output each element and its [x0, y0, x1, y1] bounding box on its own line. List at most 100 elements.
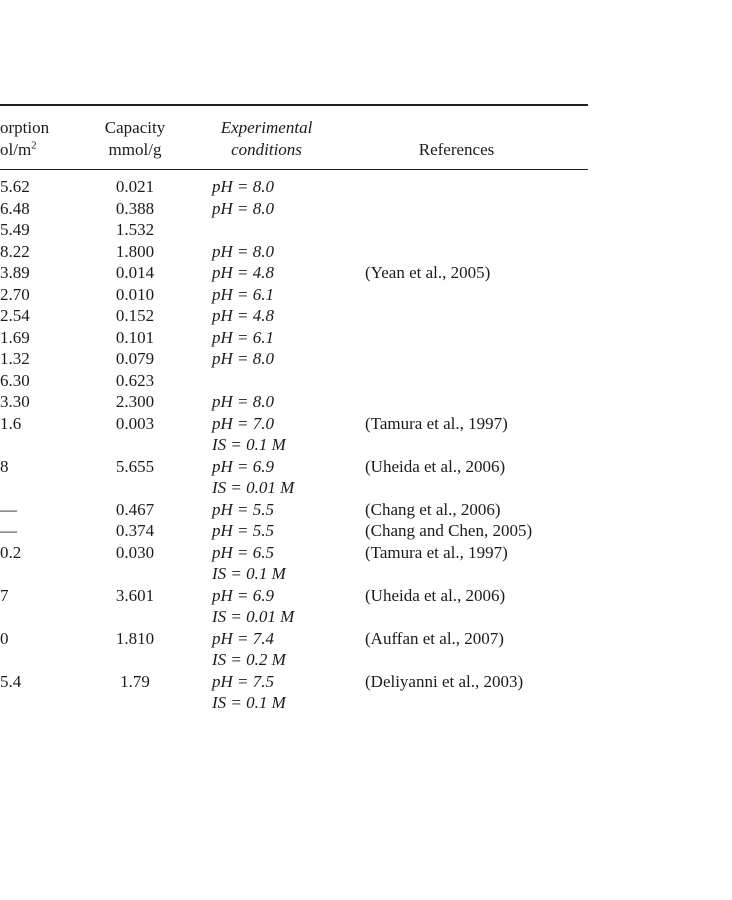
condition-line: pH = 6.1 — [212, 327, 274, 347]
table-row: 1.32 0.079 pH = 8.0 — [0, 348, 588, 370]
adsorption-value: 1.6 — [0, 413, 22, 433]
adsorption-value: 1.69 — [0, 327, 30, 347]
adsorption-value: 5.62 — [0, 177, 30, 196]
reference-value: (Tamura et al., 1997) — [365, 542, 508, 562]
table-header-row: orption ol/m2 Capacity mmol/g Experiment… — [0, 104, 588, 170]
condition-line: pH = 4.8 — [212, 306, 274, 325]
condition-line: pH = 6.9 — [212, 456, 274, 476]
header-adsorption-line1: orption — [0, 118, 50, 137]
condition-line: pH = 7.5 — [212, 671, 274, 691]
table-row: 5.62 0.021 pH = 8.0 — [0, 176, 588, 198]
adsorption-value: 0.2 — [0, 542, 22, 562]
table-body: 5.62 0.021 pH = 8.0 6.48 0.388 pH = 8.0 … — [0, 170, 588, 722]
adsorption-value: 8 — [0, 456, 9, 476]
reference-value: (Uheida et al., 2006) — [365, 585, 506, 605]
condition-line: pH = 8.0 — [212, 198, 274, 218]
adsorption-value: 2.54 — [0, 306, 30, 325]
capacity-value: 0.010 — [115, 284, 155, 304]
adsorption-value: 6.30 — [0, 370, 30, 390]
conditions-value: pH = 6.1 — [208, 284, 325, 306]
table-row: 5.49 1.532 — [0, 219, 588, 241]
reference-value — [325, 219, 588, 241]
conditions-value — [208, 370, 325, 392]
capacity-value: 0.467 — [115, 499, 155, 519]
table-row: 6.30 0.623 — [0, 370, 588, 392]
condition-line: pH = 6.5 — [212, 542, 274, 562]
conditions-value: pH = 8.0 — [208, 348, 325, 370]
table-row: 5.4 1.79 pH = 7.5 IS = 0.1 M (Deliyanni e… — [0, 671, 588, 714]
reference-value — [325, 176, 588, 198]
header-conditions-column: Experimental conditions — [208, 117, 325, 161]
capacity-value: 2.300 — [115, 392, 155, 411]
condition-line: pH = 7.0 — [212, 413, 274, 433]
reference-value — [325, 327, 588, 349]
capacity-value: 0.021 — [115, 177, 155, 196]
condition-line: pH = 8.0 — [212, 392, 274, 411]
table-row: 7 3.601 pH = 6.9 IS = 0.01 M (Uheida et a… — [0, 585, 588, 628]
condition-line: pH = 6.9 — [212, 585, 274, 605]
reference-value: (Auffan et al., 2007) — [365, 628, 504, 648]
conditions-value: pH = 6.5 IS = 0.1 M — [208, 542, 325, 585]
table-row: 8 5.655 pH = 6.9 IS = 0.01 M (Uheida et a… — [0, 456, 588, 499]
adsorption-value: 1.32 — [0, 349, 30, 368]
capacity-value: 5.655 — [115, 456, 155, 476]
header-conditions-line1: Experimental — [220, 118, 313, 137]
conditions-value: pH = 5.5 — [208, 520, 325, 542]
reference-value: (Deliyanni et al., 2003) — [365, 671, 524, 691]
conditions-value: pH = 6.9 IS = 0.01 M — [208, 585, 325, 628]
conditions-value: pH = 5.5 — [208, 499, 325, 521]
reference-value — [325, 241, 588, 263]
adsorption-value: — — [0, 499, 17, 519]
conditions-value: pH = 7.4 IS = 0.2 M — [208, 628, 325, 671]
adsorption-value: — — [0, 521, 17, 540]
condition-line: IS = 0.1 M — [212, 693, 286, 712]
header-adsorption-superscript: 2 — [31, 139, 37, 152]
condition-line: pH = 5.5 — [212, 499, 274, 519]
condition-line: pH = 4.8 — [212, 263, 274, 282]
capacity-value: 0.079 — [115, 349, 155, 368]
reference-value: (Chang and Chen, 2005) — [365, 521, 533, 540]
header-references-column: References — [418, 140, 495, 159]
adsorption-value: 3.30 — [0, 392, 30, 411]
reference-value — [325, 348, 588, 370]
conditions-value: pH = 8.0 — [208, 198, 325, 220]
header-adsorption-column: orption ol/m2 — [0, 117, 62, 161]
adsorption-value: 8.22 — [0, 241, 30, 261]
conditions-value: pH = 4.8 — [208, 305, 325, 327]
conditions-value: pH = 6.9 IS = 0.01 M — [208, 456, 325, 499]
conditions-value: pH = 4.8 — [208, 262, 325, 284]
adsorption-value: 5.4 — [0, 671, 22, 691]
table-row: 0.2 0.030 pH = 6.5 IS = 0.1 M (Tamura et … — [0, 542, 588, 585]
header-adsorption-line2: ol/m2 — [0, 139, 62, 161]
condition-line: pH = 7.4 — [212, 628, 274, 648]
header-capacity-column: Capacity mmol/g — [62, 117, 208, 161]
adsorption-value: 2.70 — [0, 284, 30, 304]
condition-line: pH = 8.0 — [212, 349, 274, 368]
capacity-value: 1.810 — [115, 628, 155, 648]
reference-value: (Yean et al., 2005) — [365, 263, 491, 282]
header-conditions-line2: conditions — [231, 140, 302, 159]
reference-value — [325, 305, 588, 327]
capacity-value: 0.388 — [115, 198, 155, 218]
table-row: 1.6 0.003 pH = 7.0 IS = 0.1 M (Tamura et … — [0, 413, 588, 456]
header-adsorption-unit: ol/m — [0, 140, 32, 159]
condition-line: IS = 0.01 M — [212, 607, 295, 626]
capacity-value: 0.374 — [115, 521, 155, 540]
capacity-value: 0.623 — [115, 370, 155, 390]
capacity-value: 0.101 — [115, 327, 155, 347]
condition-line: pH = 8.0 — [212, 177, 274, 196]
capacity-value: 0.014 — [115, 263, 155, 282]
conditions-value: pH = 7.5 IS = 0.1 M — [208, 671, 325, 714]
condition-line: IS = 0.01 M — [212, 478, 295, 497]
reference-value: (Chang et al., 2006) — [365, 499, 501, 519]
table-row: — 0.374 pH = 5.5 (Chang and Chen, 2005) — [0, 520, 588, 542]
conditions-value: pH = 8.0 — [208, 391, 325, 413]
table-row: 6.48 0.388 pH = 8.0 — [0, 198, 588, 220]
adsorption-value: 5.49 — [0, 220, 30, 239]
reference-value — [325, 391, 588, 413]
table-row: — 0.467 pH = 5.5 (Chang et al., 2006) — [0, 499, 588, 521]
reference-value — [325, 370, 588, 392]
adsorption-value: 6.48 — [0, 198, 30, 218]
capacity-value: 1.800 — [115, 241, 155, 261]
table-row: 2.54 0.152 pH = 4.8 — [0, 305, 588, 327]
